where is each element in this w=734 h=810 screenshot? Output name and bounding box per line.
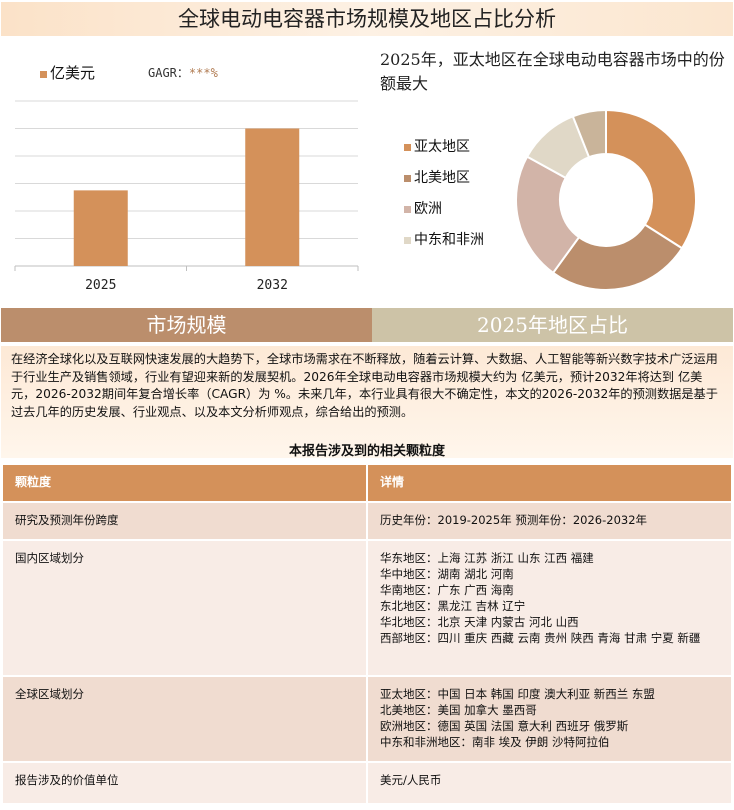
legend-swatch bbox=[404, 143, 411, 151]
legend-swatch bbox=[40, 70, 47, 78]
detail-line: 东北地区：黑龙江 吉林 辽宁 bbox=[380, 599, 526, 613]
detail-line: 华东地区：上海 江苏 浙江 山东 江西 福建 bbox=[380, 551, 594, 565]
legend-label: 北美地区 bbox=[414, 170, 470, 186]
detail-line: 亚太地区：中国 日本 韩国 印度 澳大利亚 新西兰 东盟 bbox=[380, 687, 655, 701]
tab-market-size[interactable]: 市场规模 bbox=[1, 308, 372, 342]
legend-item: 北美地区 bbox=[404, 168, 484, 188]
description-text: 在经济全球化以及互联网快速发展的大趋势下，全球市场需求在不断释放，随着云计算、大… bbox=[11, 352, 718, 419]
bar-legend: 亿美元 bbox=[40, 62, 95, 83]
gagr-value: ***% bbox=[188, 66, 218, 80]
bar-chart: 2025 2032 bbox=[14, 100, 359, 293]
donut-slice bbox=[551, 223, 684, 291]
table-header: 颗粒度 详情 bbox=[1, 463, 733, 503]
detail-line: 华南地区：广东 广西 海南 bbox=[380, 583, 514, 597]
legend-swatch bbox=[404, 174, 411, 182]
detail-line: 中东和非洲地区：南非 埃及 伊朗 沙特阿拉伯 bbox=[380, 735, 610, 749]
row-detail: 亚太地区：中国 日本 韩国 印度 澳大利亚 新西兰 东盟 北美地区：美国 加拿大 … bbox=[366, 675, 733, 763]
row-label: 研究及预测年份跨度 bbox=[1, 501, 368, 541]
bar-2032 bbox=[245, 128, 300, 266]
page-title: 全球电动电容器市场规模及地区占比分析 bbox=[1, 2, 733, 36]
detail-line: 欧洲地区：德国 英国 法国 意大利 西班牙 俄罗斯 bbox=[380, 719, 629, 733]
table-row: 国内区域划分 华东地区：上海 江苏 浙江 山东 江西 福建 华中地区：湖南 湖北 河… bbox=[1, 539, 733, 677]
legend-swatch bbox=[404, 236, 411, 244]
row-label: 报告涉及的价值单位 bbox=[1, 761, 368, 805]
detail-line: 西部地区：四川 重庆 西藏 云南 贵州 陕西 青海 甘肃 宁夏 新疆 bbox=[380, 631, 701, 645]
header-cell: 颗粒度 bbox=[1, 463, 368, 503]
detail-line: 美元/人民币 bbox=[380, 773, 442, 787]
table-row: 研究及预测年份跨度 历史年份：2019-2025年 预测年份：2026-2032年 bbox=[1, 501, 733, 541]
x-tick-label: 2025 bbox=[85, 278, 116, 293]
granularity-table: 颗粒度 详情 研究及预测年份跨度 历史年份：2019-2025年 预测年份：2026… bbox=[1, 463, 733, 805]
detail-line: 华北地区：北京 天津 内蒙古 河北 山西 bbox=[380, 615, 579, 629]
description: 在经济全球化以及互联网快速发展的大趋势下，全球市场需求在不断释放，随着云计算、大… bbox=[1, 346, 733, 458]
detail-line: 北美地区：美国 加拿大 墨西哥 bbox=[380, 703, 537, 717]
detail-line: 华中地区：湖南 湖北 河南 bbox=[380, 567, 514, 581]
legend-label: 亿美元 bbox=[50, 64, 96, 82]
table-title: 本报告涉及到的相关颗粒度 bbox=[288, 444, 445, 459]
row-detail: 美元/人民币 bbox=[366, 761, 733, 805]
table-row: 全球区域划分 亚太地区：中国 日本 韩国 印度 澳大利亚 新西兰 东盟 北美地区：美… bbox=[1, 675, 733, 763]
donut-slice bbox=[515, 155, 581, 275]
bar-2025 bbox=[73, 190, 128, 266]
gagr-label: GAGR： bbox=[148, 66, 189, 80]
gagr: GAGR：***% bbox=[148, 64, 218, 81]
legend-label: 欧洲 bbox=[414, 201, 442, 217]
donut-slice bbox=[605, 108, 697, 250]
legend-item: 亚太地区 bbox=[404, 137, 484, 157]
row-label: 国内区域划分 bbox=[1, 539, 368, 677]
legend-label: 亚太地区 bbox=[414, 139, 470, 155]
pie-title: 2025年，亚太地区在全球电动电容器市场中的份额最大 bbox=[380, 50, 725, 93]
donut-chart bbox=[515, 108, 697, 291]
row-detail: 华东地区：上海 江苏 浙江 山东 江西 福建 华中地区：湖南 湖北 河南 华南地区：… bbox=[366, 539, 733, 677]
header-cell: 详情 bbox=[366, 463, 733, 503]
row-label: 全球区域划分 bbox=[1, 675, 368, 763]
legend-label: 中东和非洲 bbox=[414, 232, 484, 248]
tab-region-share[interactable]: 2025年地区占比 bbox=[372, 308, 733, 342]
row-detail: 历史年份：2019-2025年 预测年份：2026-2032年 bbox=[366, 501, 733, 541]
legend-item: 欧洲 bbox=[404, 199, 484, 219]
detail-line: 历史年份：2019-2025年 预测年份：2026-2032年 bbox=[380, 513, 648, 527]
pie-legend: 亚太地区北美地区欧洲中东和非洲 bbox=[404, 137, 484, 261]
legend-item: 中东和非洲 bbox=[404, 230, 484, 250]
x-tick-label: 2032 bbox=[257, 278, 288, 293]
donut-slice bbox=[571, 108, 607, 159]
table-row: 报告涉及的价值单位 美元/人民币 bbox=[1, 761, 733, 805]
legend-swatch bbox=[404, 205, 411, 213]
